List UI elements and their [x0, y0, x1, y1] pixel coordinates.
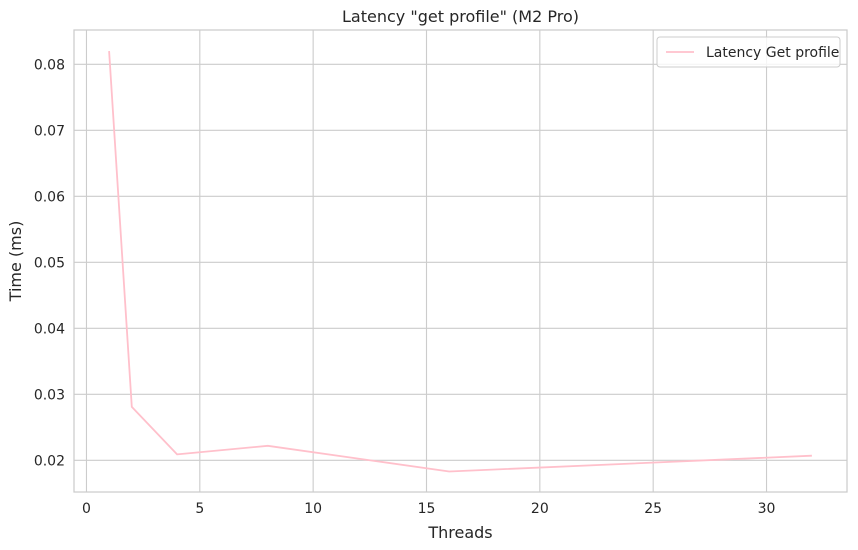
- y-tick-label: 0.04: [34, 321, 65, 337]
- y-tick-label: 0.07: [34, 123, 65, 139]
- y-tick-label: 0.06: [34, 189, 65, 205]
- plot-frame: [73, 29, 848, 493]
- x-tick-label: 0: [82, 501, 91, 517]
- y-tick-label: 0.03: [34, 387, 65, 403]
- plot-background: [74, 30, 847, 492]
- x-tick-label: 30: [758, 501, 776, 517]
- y-axis-label: Time (ms): [6, 221, 25, 303]
- y-tick-label: 0.02: [34, 453, 65, 469]
- chart-title: Latency "get profile" (M2 Pro): [342, 7, 579, 26]
- series-line: [108, 51, 812, 473]
- legend-box: [656, 36, 841, 68]
- legend-label: Latency Get profile: [706, 45, 839, 61]
- x-tick-label: 25: [644, 501, 662, 517]
- x-axis-label: Threads: [427, 523, 492, 542]
- x-tick-label: 10: [304, 501, 322, 517]
- x-tick-label: 20: [531, 501, 549, 517]
- x-tick-label: 5: [195, 501, 204, 517]
- series-layer: [108, 51, 812, 473]
- legend: Latency Get profile: [656, 36, 841, 68]
- y-tick-label: 0.05: [34, 255, 65, 271]
- x-tick-label: 15: [418, 501, 436, 517]
- y-tick-label: 0.08: [34, 57, 65, 73]
- tick-labels: 0 5 10 15 20 25 30 0.02 0.03 0.04 0.05 0.06 0.07 0.08: [34, 57, 776, 517]
